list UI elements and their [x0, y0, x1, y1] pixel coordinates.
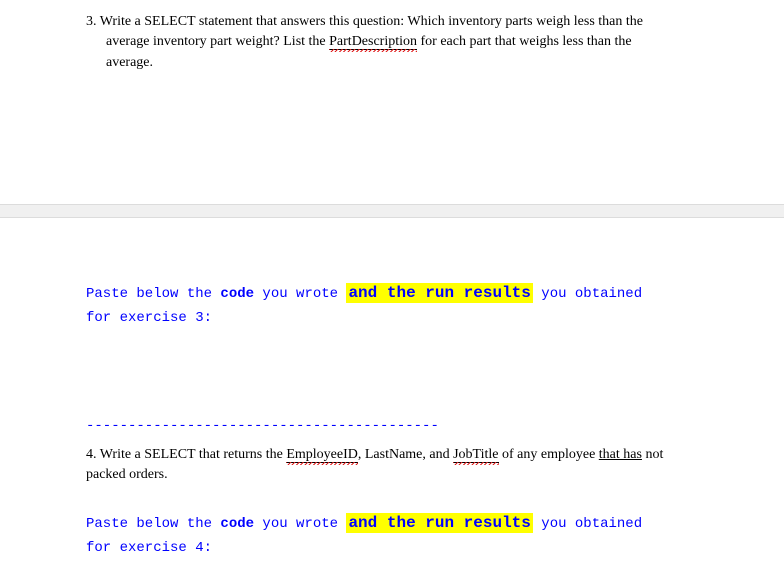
- question-3-line3: average.: [86, 53, 706, 73]
- question-4-post1: of any employee: [499, 447, 599, 462]
- question-4-sep1: , LastName, and: [358, 447, 453, 462]
- instr4-code: code: [220, 516, 254, 532]
- instr3-post: you obtained: [533, 286, 642, 302]
- instr4-line2: for exercise 4:: [86, 540, 212, 556]
- instr4-highlight: and the run results: [346, 513, 532, 533]
- instr3-mid: you wrote: [254, 286, 346, 302]
- that-has-text: that has: [599, 447, 642, 462]
- partdescription-text: PartDescription: [329, 34, 417, 50]
- employeeid-text: EmployeeID: [286, 447, 358, 463]
- question-3: 3. Write a SELECT statement that answers…: [86, 12, 706, 73]
- page-break: [0, 204, 784, 218]
- instr3-pre: Paste below the: [86, 286, 220, 302]
- question-4-line2: packed orders.: [86, 465, 168, 485]
- instr3-highlight: and the run results: [346, 283, 532, 303]
- question-3-number: 3.: [86, 14, 97, 29]
- question-3-line2-pre: average inventory part weight? List the: [106, 34, 329, 49]
- question-4-post2: not: [642, 447, 663, 462]
- jobtitle-text: JobTitle: [453, 447, 498, 463]
- instr4-post: you obtained: [533, 516, 642, 532]
- separator-dashes: ----------------------------------------…: [86, 418, 439, 434]
- question-3-line1: Write a SELECT statement that answers th…: [100, 14, 643, 29]
- question-4-number: 4.: [86, 447, 97, 462]
- question-4-pre: Write a SELECT that returns the: [100, 447, 287, 462]
- instr3-line2: for exercise 3:: [86, 310, 212, 326]
- instr3-code: code: [220, 286, 254, 302]
- instr4-pre: Paste below the: [86, 516, 220, 532]
- instruction-3: Paste below the code you wrote and the r…: [86, 280, 706, 331]
- instr4-mid: you wrote: [254, 516, 346, 532]
- instruction-4: Paste below the code you wrote and the r…: [86, 510, 706, 561]
- question-3-line2-wrap: average inventory part weight? List the …: [86, 32, 706, 52]
- question-3-line2-post: for each part that weighs less than the: [417, 34, 632, 49]
- question-4: 4. Write a SELECT that returns the Emplo…: [86, 445, 706, 486]
- document-page: 3. Write a SELECT statement that answers…: [0, 0, 784, 555]
